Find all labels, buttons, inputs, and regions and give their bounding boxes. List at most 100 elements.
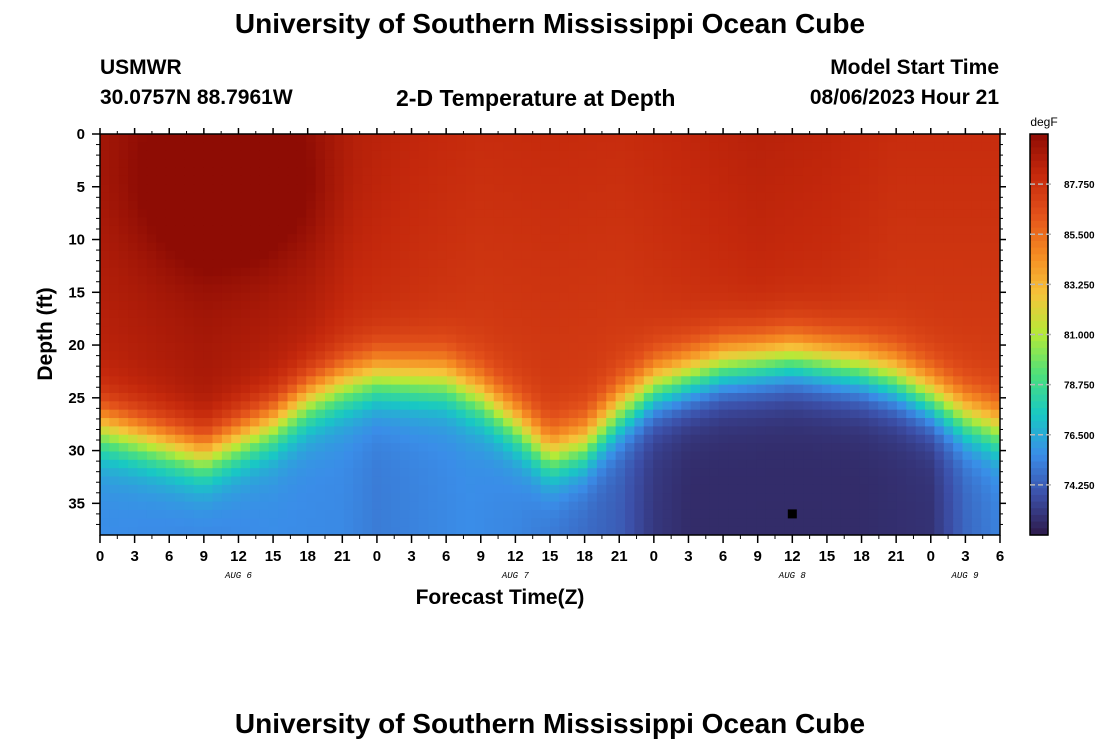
heatmap-cell [409,401,420,411]
heatmap-cell [690,292,701,302]
heatmap-cell [381,509,392,519]
heatmap-cell [700,526,710,535]
heatmap-cell [681,175,692,185]
heatmap-cell [915,334,926,344]
heatmap-cell [784,134,795,143]
heatmap-cell [437,301,448,311]
heatmap-cell [137,409,148,419]
heatmap-cell [775,468,785,478]
heatmap-cell [315,250,326,260]
heatmap-cell [906,342,917,352]
heatmap-cell [437,225,448,235]
heatmap-cell [690,459,701,469]
heatmap-cell [756,493,767,503]
heatmap-cell [409,509,420,519]
heatmap-cell [315,242,326,252]
heatmap-cell [868,376,879,386]
heatmap-cell [615,384,626,394]
heatmap-cell [662,259,673,269]
heatmap-cell [250,434,260,444]
heatmap-cell [934,175,945,185]
heatmap-cell [353,309,364,319]
heatmap-cell [465,167,476,177]
heatmap-cell [428,384,439,394]
heatmap-cell [428,392,439,402]
heatmap-cell [109,209,120,219]
heatmap-cell [118,484,129,494]
heatmap-cell [737,392,748,402]
heatmap-cell [831,518,842,528]
heatmap-cell [568,526,579,535]
heatmap-cell [784,142,795,152]
heatmap-cell [906,401,917,411]
heatmap-cell [896,175,907,185]
heatmap-cell [559,326,570,336]
heatmap-cell [840,326,851,336]
heatmap-cell [334,250,345,260]
heatmap-cell [493,367,504,377]
heatmap-cell [559,150,570,160]
heatmap-cell [765,142,776,152]
heatmap-cell [400,276,410,285]
heatmap-cell [671,384,682,394]
heatmap-cell [287,518,298,528]
heatmap-cell [793,434,804,444]
heatmap-cell [596,192,607,202]
colorbar-segment [1030,227,1048,235]
heatmap-cell [681,217,692,227]
heatmap-cell [671,509,682,519]
heatmap-cell [643,509,654,519]
heatmap-cell [456,142,467,152]
heatmap-cell [568,367,579,377]
heatmap-cell [231,292,242,302]
heatmap-cell [906,192,917,202]
heatmap-cell [653,526,664,535]
heatmap-cell [831,276,842,285]
heatmap-cell [990,418,1000,427]
heatmap-cell [878,434,889,444]
heatmap-cell [250,493,260,503]
heatmap-cell [634,184,645,194]
heatmap-cell [118,468,129,478]
heatmap-cell [437,434,448,444]
heatmap-cell [437,326,448,336]
heatmap-cell [887,150,898,160]
heatmap-cell [690,217,701,227]
heatmap-cell [625,276,635,285]
heatmap-cell [212,217,223,227]
heatmap-cell [390,150,401,160]
heatmap-cell [953,342,964,352]
heatmap-cell [362,434,373,444]
heatmap-cell [353,451,364,461]
heatmap-cell [718,134,729,143]
heatmap-cell [596,451,607,461]
heatmap-cell [784,342,795,352]
heatmap-cell [165,134,176,143]
heatmap-cell [343,493,354,503]
heatmap-cell [859,384,870,394]
heatmap-cell [381,200,392,210]
heatmap-cell [615,142,626,152]
heatmap-cell [962,342,973,352]
heatmap-cell [559,134,570,143]
heatmap-cell [465,317,476,327]
heatmap-cell [203,167,214,177]
heatmap-cell [250,292,260,302]
heatmap-cell [268,225,279,235]
heatmap-cell [962,459,973,469]
heatmap-cell [203,317,214,327]
heatmap-cell [278,342,289,352]
heatmap-cell [568,359,579,369]
heatmap-cell [362,242,373,252]
heatmap-cell [475,217,485,227]
heatmap-cell [512,242,523,252]
heatmap-cell [700,292,710,302]
heatmap-cell [681,267,692,277]
heatmap-cell [971,501,982,511]
heatmap-cell [943,217,954,227]
heatmap-cell [512,501,523,511]
heatmap-cell [278,242,289,252]
heatmap-cell [484,317,495,327]
heatmap-cell [381,192,392,202]
heatmap-cell [821,384,832,394]
